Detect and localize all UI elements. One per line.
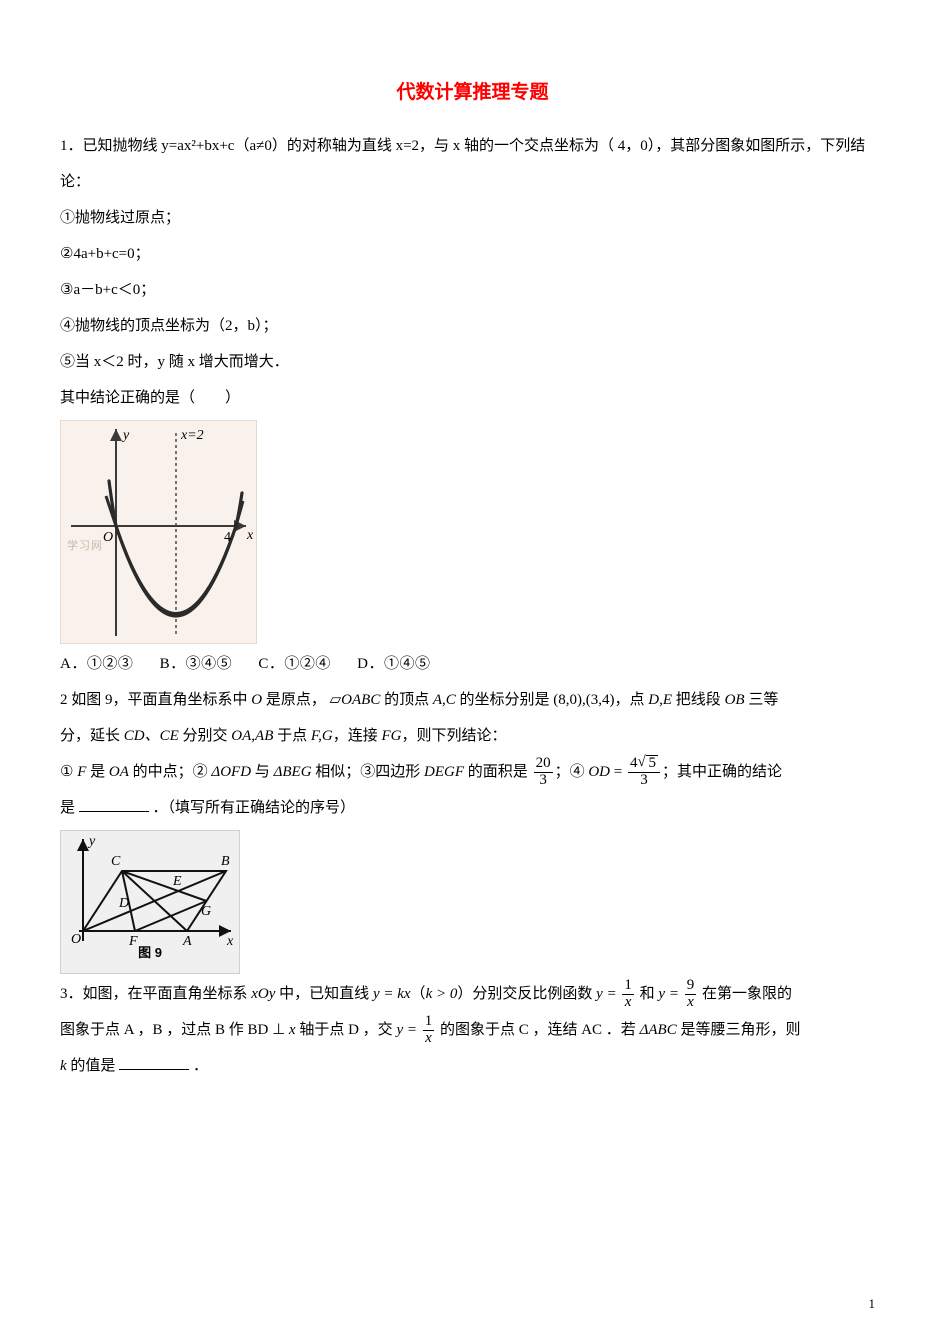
q3-line-3: k 的值是 ． xyxy=(60,1048,885,1084)
q1-statement-5: ⑤当 x＜2 时，y 随 x 增大而增大． xyxy=(60,344,885,380)
q1-statement-4: ④抛物线的顶点坐标为（2，b）； xyxy=(60,308,885,344)
q2-fraction-20-3: 20 3 xyxy=(534,756,553,789)
q1-statement-3: ③a－b+c＜0； xyxy=(60,272,885,308)
q3-frac-1x-b: 1x xyxy=(423,1014,435,1047)
q3-frac-9x: 9x xyxy=(685,978,697,1011)
fig1-x-label: x xyxy=(246,528,254,543)
q1-statement-2: ②4a+b+c=0； xyxy=(60,236,885,272)
q1-option-a[interactable]: A．①②③ xyxy=(60,656,133,672)
q2-line-a: 2 如图 9，平面直角坐标系中 O 是原点， ▱OABC 的顶点 A,C 的坐标… xyxy=(60,682,885,718)
q1-option-b[interactable]: B．③④⑤ xyxy=(160,656,233,672)
svg-text:y: y xyxy=(87,834,96,849)
fig1-watermark: 学习网 xyxy=(67,533,103,559)
q3-line-2: 图象于点 A ，B ，过点 B 作 BD ⊥ x 轴于点 D ，交 y = 1x… xyxy=(60,1012,885,1048)
q1-intro: 1．已知抛物线 y=ax²+bx+c（a≠0）的对称轴为直线 x=2，与 x 轴… xyxy=(60,128,885,200)
q1-option-d[interactable]: D．①④⑤ xyxy=(357,656,430,672)
q1-options: A．①②③ B．③④⑤ C．①②④ D．①④⑤ xyxy=(60,646,885,682)
q3-line-1: 3．如图，在平面直角坐标系 xOy 中，已知直线 y = kx（k > 0）分别… xyxy=(60,976,885,1012)
q1-statement-1: ①抛物线过原点； xyxy=(60,200,885,236)
svg-text:B: B xyxy=(221,854,230,869)
q2-figure: O C B D E F G A y x 图 9 xyxy=(60,830,240,974)
svg-text:E: E xyxy=(172,874,182,889)
document-title: 代数计算推理专题 xyxy=(60,70,885,116)
fig1-origin-label: O xyxy=(103,530,113,545)
svg-text:D: D xyxy=(118,896,129,911)
q2-answer-blank[interactable] xyxy=(79,796,149,812)
q3-frac-1x-a: 1x xyxy=(622,978,634,1011)
q2-fraction-4r5-3: 45 3 xyxy=(628,755,660,789)
page-number: 1 xyxy=(869,1288,876,1319)
q2-line-d: 是 ．（填写所有正确结论的序号） xyxy=(60,790,885,826)
q2-line-c: ① F 是 OA 的中点；② ΔOFD 与 ΔBEG 相似；③四边形 DEGF … xyxy=(60,754,885,790)
q2-line-b: 分，延长 CD、CE 分别交 OA,AB 于点 F,G，连接 FG，则下列结论： xyxy=(60,718,885,754)
q1-stem-end: 其中结论正确的是（ ） xyxy=(60,380,885,416)
svg-text:C: C xyxy=(111,854,121,869)
q3-answer-blank[interactable] xyxy=(119,1054,189,1070)
fig1-dash-label: x=2 xyxy=(180,428,204,443)
fig1-xtick-4: 4 xyxy=(224,530,231,545)
fig1-y-label: y xyxy=(121,428,130,443)
svg-text:G: G xyxy=(201,904,211,919)
q1-figure: y x O 4 x=2 学习网 xyxy=(60,420,257,644)
q2-figure-caption: 图 9 xyxy=(61,937,239,968)
q1-option-c[interactable]: C．①②④ xyxy=(258,656,331,672)
